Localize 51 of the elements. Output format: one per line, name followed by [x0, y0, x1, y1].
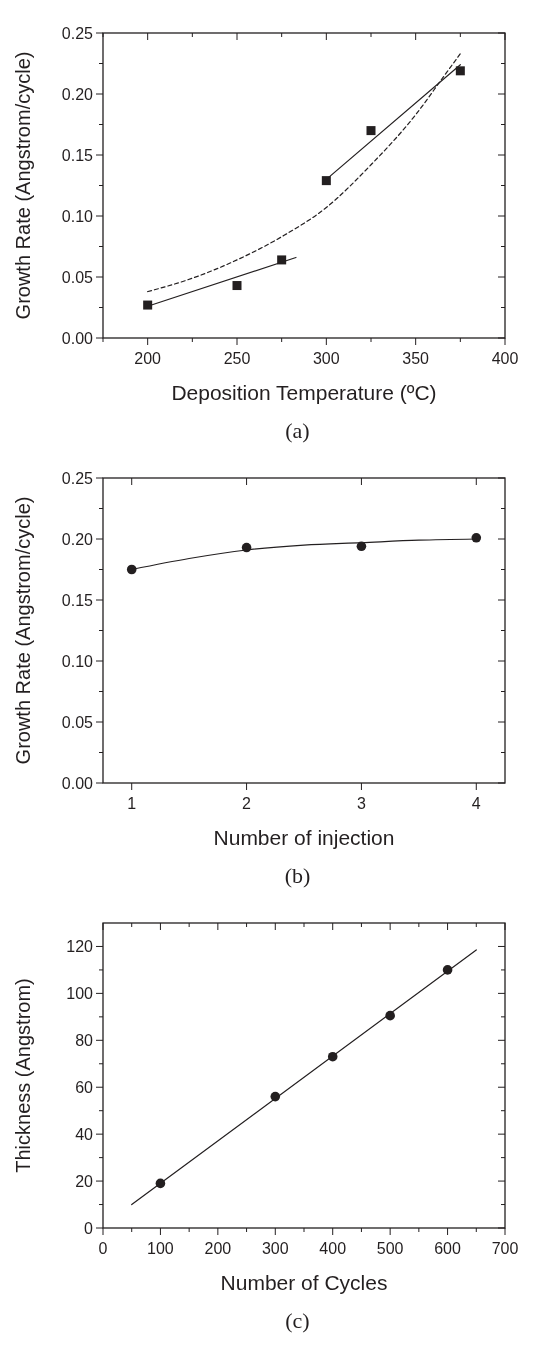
y-tick-label: 40	[75, 1125, 94, 1143]
x-axis-title: Number of injection	[213, 826, 395, 849]
y-tick-label: 0.10	[61, 652, 94, 670]
point	[143, 300, 153, 310]
x-tick-label: 700	[491, 1240, 519, 1257]
y-tick-label: 0.00	[61, 329, 94, 347]
x-tick-label: 250	[223, 350, 251, 367]
y-tick-label: 60	[75, 1078, 94, 1096]
y-axis-title: Growth Rate (Angstrom/cycle)	[12, 51, 34, 320]
y-axis-title: Growth Rate (Angstrom/cycle)	[12, 496, 34, 765]
x-tick-label: 2	[242, 795, 252, 812]
point	[366, 126, 376, 136]
y-tick-label: 80	[75, 1031, 94, 1049]
x-tick-label: 400	[491, 350, 519, 367]
text: (b)	[284, 863, 311, 888]
point	[232, 281, 242, 291]
y-tick-label: 0.00	[61, 774, 94, 792]
x-tick-label: 200	[134, 350, 162, 367]
x-tick-label: 600	[434, 1240, 462, 1257]
x-tick-label: 4	[471, 795, 481, 812]
x-tick-label: 3	[356, 795, 366, 812]
x-tick-label: 300	[312, 350, 340, 367]
y-tick-label: 0.15	[61, 591, 94, 609]
y-tick-label: 120	[66, 938, 94, 956]
x-tick-label: 400	[319, 1240, 347, 1257]
x-tick-label: 300	[261, 1240, 289, 1257]
y-tick-label: 0	[84, 1219, 94, 1237]
text: (c)	[285, 1308, 310, 1333]
y-tick-label: 0.25	[61, 469, 94, 487]
y-tick-label: 0.20	[61, 85, 94, 103]
point	[455, 66, 465, 76]
x-tick-label: 500	[376, 1240, 404, 1257]
y-tick-label: 0.15	[61, 146, 94, 164]
y-tick-label: 0.25	[61, 24, 94, 42]
line-series	[147, 53, 461, 293]
y-tick-label: 0.10	[61, 207, 94, 225]
y-tick-label: 100	[66, 984, 94, 1002]
y-axis-title: Thickness (Angstrom)	[12, 978, 34, 1173]
x-tick-label: 200	[204, 1240, 232, 1257]
x-tick-label: 350	[402, 350, 430, 367]
x-tick-label: 100	[147, 1240, 174, 1257]
y-tick-label: 20	[75, 1172, 94, 1190]
x-axis-title: Deposition Temperature (ºC)	[171, 381, 437, 404]
x-tick-label: 0	[98, 1240, 108, 1257]
y-tick-label: 0.20	[61, 530, 94, 548]
x-tick-label: 1	[127, 795, 137, 812]
x-axis-title: Number of Cycles	[220, 1271, 388, 1294]
y-tick-label: 0.05	[61, 268, 94, 286]
text: (a)	[285, 418, 310, 443]
y-tick-label: 0.05	[61, 713, 94, 731]
point	[321, 176, 331, 186]
